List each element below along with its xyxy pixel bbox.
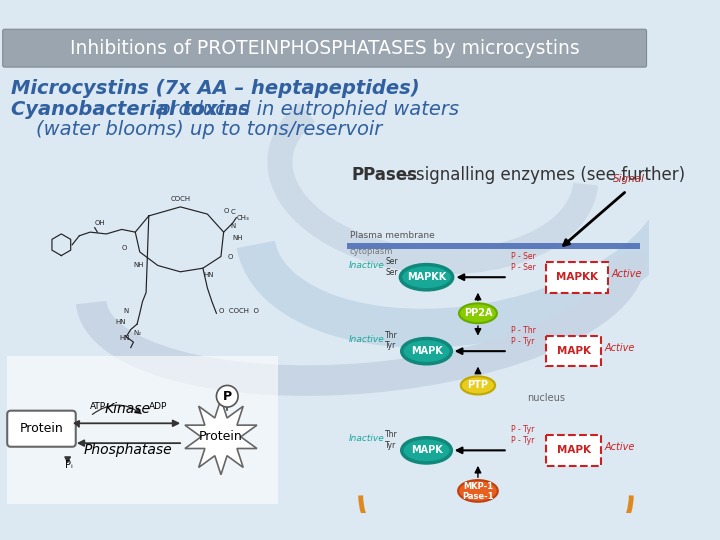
Text: Thr
Tyr: Thr Tyr	[385, 430, 398, 450]
Text: Inactive: Inactive	[349, 335, 384, 344]
Text: N₂: N₂	[133, 330, 142, 336]
Ellipse shape	[461, 376, 495, 394]
Text: cytoplasm: cytoplasm	[350, 247, 393, 256]
Text: CH₃: CH₃	[236, 215, 249, 221]
Text: Protein: Protein	[19, 422, 63, 435]
Circle shape	[217, 386, 238, 407]
Polygon shape	[185, 399, 257, 475]
FancyBboxPatch shape	[0, 26, 649, 514]
Text: Pᵢ: Pᵢ	[65, 461, 73, 470]
Text: P - Ser
P - Ser: P - Ser P - Ser	[511, 252, 536, 272]
Text: OH: OH	[95, 220, 105, 226]
Ellipse shape	[402, 438, 451, 463]
Text: PPases: PPases	[351, 166, 418, 184]
Text: PP2A: PP2A	[464, 308, 492, 318]
Text: NH: NH	[133, 262, 144, 268]
FancyBboxPatch shape	[3, 29, 647, 67]
Text: C: C	[231, 209, 235, 215]
Ellipse shape	[459, 303, 497, 323]
FancyBboxPatch shape	[546, 262, 608, 293]
Text: Active: Active	[604, 343, 634, 353]
Text: MAPKK: MAPKK	[407, 272, 446, 282]
Text: Plasma membrane: Plasma membrane	[350, 231, 435, 240]
Text: (water blooms) up to tons/reservoir: (water blooms) up to tons/reservoir	[11, 120, 382, 139]
Ellipse shape	[400, 265, 453, 290]
Text: – signalling enzymes (see further): – signalling enzymes (see further)	[397, 166, 685, 184]
Text: Phosphatase: Phosphatase	[84, 443, 172, 457]
Text: P: P	[222, 390, 232, 403]
Text: MAPK: MAPK	[410, 446, 442, 455]
Text: MAPK: MAPK	[557, 446, 590, 455]
Text: COCH: COCH	[171, 195, 190, 201]
Text: HN: HN	[115, 319, 126, 325]
Text: Microcystins (7x AA – heptapeptides): Microcystins (7x AA – heptapeptides)	[11, 79, 420, 98]
Text: Cyanobacterial toxins: Cyanobacterial toxins	[11, 100, 250, 119]
Text: MAPKK: MAPKK	[556, 272, 598, 282]
Text: O: O	[122, 245, 127, 251]
Text: ATP: ATP	[90, 402, 107, 411]
Text: ADP: ADP	[149, 402, 167, 411]
Text: P - Tyr
P - Tyr: P - Tyr P - Tyr	[511, 425, 535, 445]
Text: MAPK: MAPK	[557, 346, 590, 356]
Text: P - Thr
P - Tyr: P - Thr P - Tyr	[511, 326, 536, 346]
Text: O: O	[224, 208, 229, 214]
Text: O: O	[228, 254, 233, 260]
Text: N: N	[124, 308, 129, 314]
Text: Active: Active	[611, 269, 642, 279]
Text: produced in eutrophied waters: produced in eutrophied waters	[153, 100, 459, 119]
Text: PTP: PTP	[467, 380, 488, 390]
Text: Inactive: Inactive	[349, 261, 384, 270]
Text: nucleus: nucleus	[528, 393, 565, 403]
Text: MAPK: MAPK	[410, 346, 442, 356]
Text: Pase-1: Pase-1	[462, 492, 494, 501]
Text: Thr
Tyr: Thr Tyr	[385, 331, 398, 350]
Text: Kinase: Kinase	[105, 402, 151, 416]
Text: Protein: Protein	[199, 430, 243, 443]
Text: HN: HN	[203, 272, 213, 278]
Ellipse shape	[458, 480, 498, 502]
Text: NH: NH	[233, 235, 243, 241]
Text: Inactive: Inactive	[349, 434, 384, 443]
FancyBboxPatch shape	[546, 435, 600, 465]
Text: Signal: Signal	[613, 174, 645, 184]
FancyBboxPatch shape	[7, 356, 278, 504]
Text: O  COCH  O: O COCH O	[219, 308, 259, 314]
FancyBboxPatch shape	[546, 336, 600, 367]
FancyBboxPatch shape	[7, 411, 76, 447]
Text: HN: HN	[119, 335, 130, 341]
Ellipse shape	[402, 339, 451, 364]
Text: Ser
Ser: Ser Ser	[385, 257, 397, 276]
Text: Inhibitions of PROTEINPHOSPHATASES by microcystins: Inhibitions of PROTEINPHOSPHATASES by mi…	[70, 39, 580, 58]
Text: Active: Active	[604, 442, 634, 453]
Text: MKP-1: MKP-1	[463, 482, 493, 491]
FancyBboxPatch shape	[347, 243, 640, 249]
Text: N: N	[230, 222, 235, 228]
